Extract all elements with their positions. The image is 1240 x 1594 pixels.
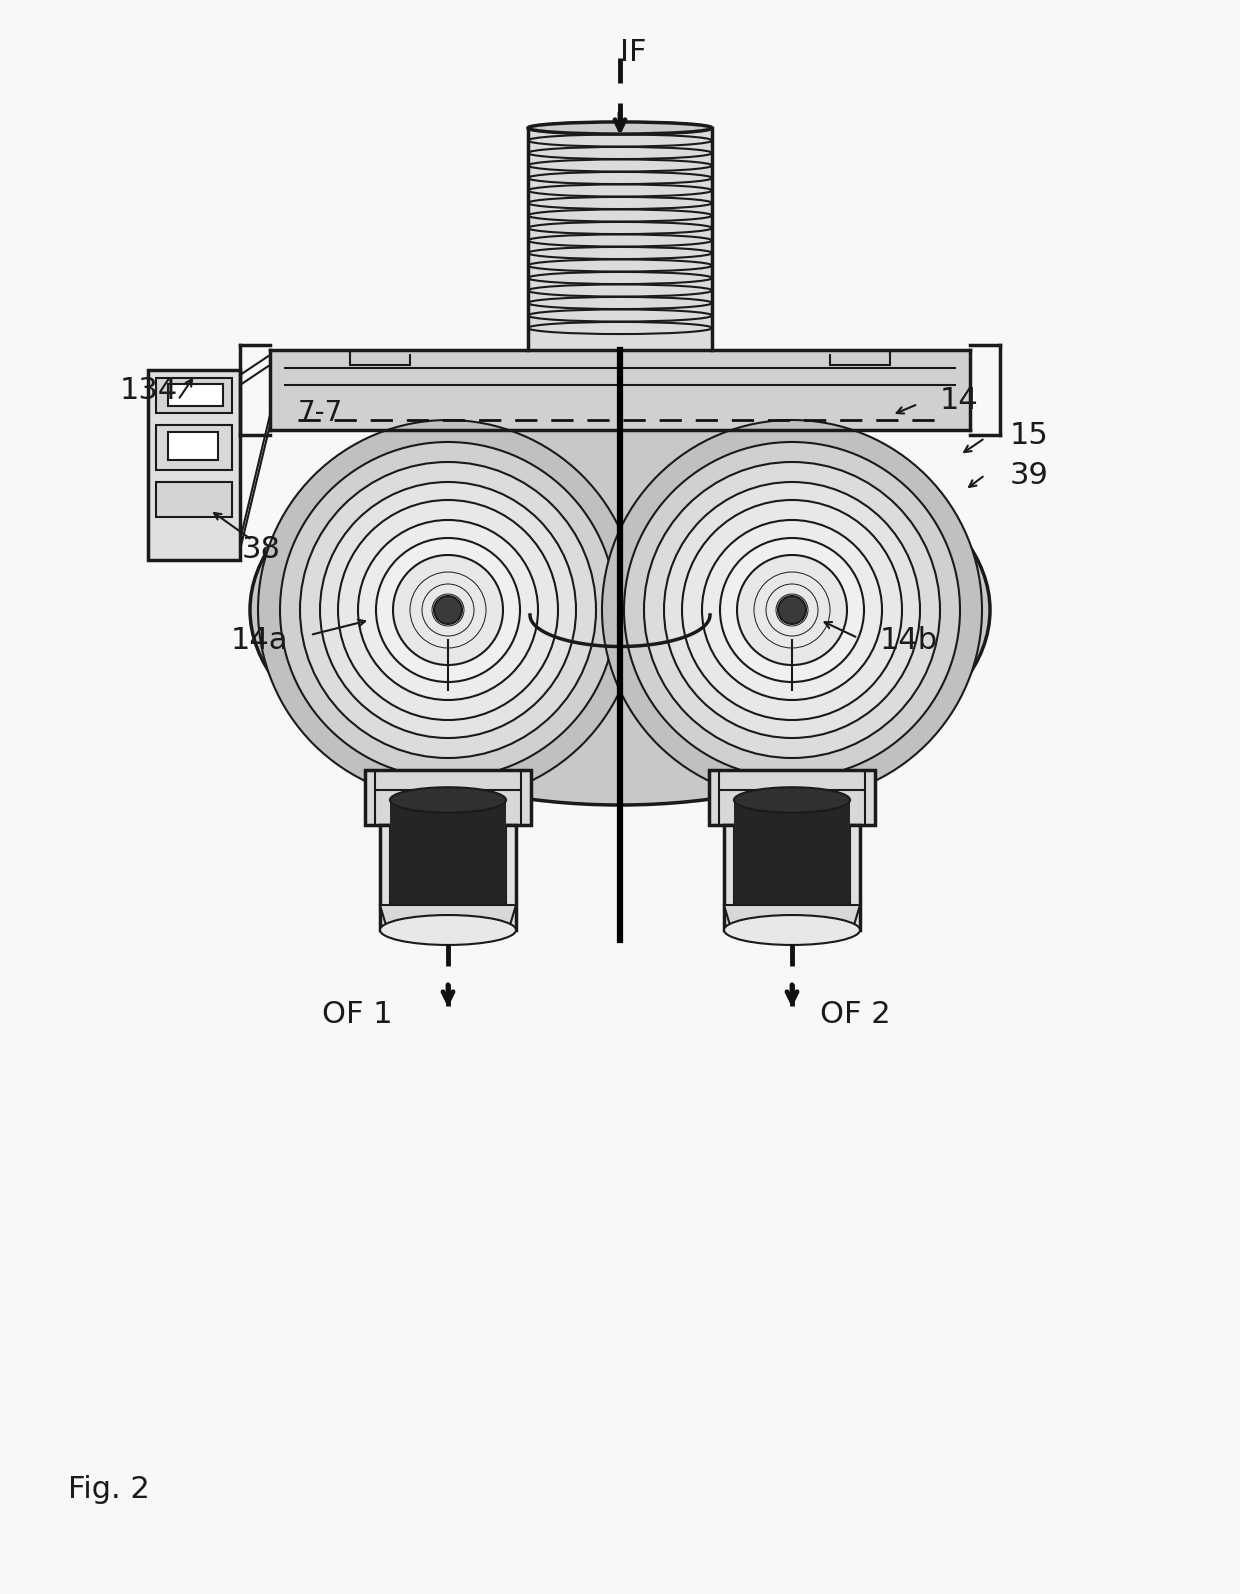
Circle shape — [300, 462, 596, 759]
Ellipse shape — [528, 123, 712, 134]
Bar — [156, 378, 232, 413]
Polygon shape — [379, 905, 516, 932]
Circle shape — [434, 596, 463, 623]
Bar — [365, 770, 531, 826]
Bar — [709, 770, 875, 826]
Bar — [148, 370, 241, 559]
Bar — [391, 800, 506, 929]
Bar — [379, 826, 516, 929]
Ellipse shape — [379, 915, 516, 945]
Ellipse shape — [724, 915, 861, 945]
Bar — [734, 800, 849, 929]
Circle shape — [624, 442, 960, 778]
Bar — [724, 826, 861, 929]
Bar — [167, 384, 223, 406]
Bar — [270, 351, 970, 430]
Text: Fig. 2: Fig. 2 — [68, 1476, 150, 1505]
Circle shape — [737, 555, 847, 665]
Bar — [167, 432, 218, 461]
Circle shape — [682, 501, 901, 720]
Bar — [156, 481, 232, 516]
Text: 14: 14 — [940, 386, 978, 414]
Text: 38: 38 — [242, 536, 281, 564]
Circle shape — [376, 539, 520, 682]
Ellipse shape — [391, 787, 506, 813]
Circle shape — [358, 520, 538, 700]
Text: 15: 15 — [1011, 421, 1049, 450]
Circle shape — [777, 596, 806, 623]
Ellipse shape — [250, 414, 990, 805]
Circle shape — [720, 539, 864, 682]
Text: 39: 39 — [1011, 461, 1049, 489]
Circle shape — [393, 555, 503, 665]
Circle shape — [644, 462, 940, 759]
Polygon shape — [724, 905, 861, 932]
Text: 14a: 14a — [231, 625, 288, 655]
Circle shape — [601, 419, 982, 800]
Ellipse shape — [734, 787, 849, 813]
Circle shape — [663, 481, 920, 738]
Bar — [528, 128, 712, 351]
Text: 134: 134 — [120, 376, 179, 405]
Text: 7-7: 7-7 — [298, 398, 343, 427]
Circle shape — [339, 501, 558, 720]
Text: IF: IF — [620, 38, 646, 67]
Circle shape — [702, 520, 882, 700]
Text: OF 2: OF 2 — [820, 999, 890, 1030]
Bar — [156, 426, 232, 470]
Circle shape — [258, 419, 639, 800]
Circle shape — [320, 481, 577, 738]
Circle shape — [280, 442, 616, 778]
Text: 14b: 14b — [880, 625, 939, 655]
Text: OF 1: OF 1 — [322, 999, 393, 1030]
